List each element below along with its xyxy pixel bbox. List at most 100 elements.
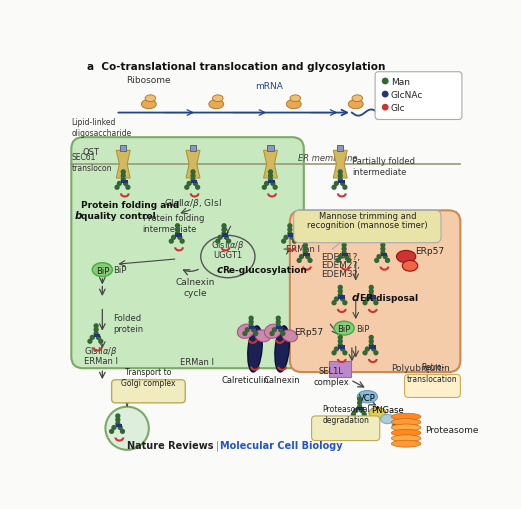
Circle shape (290, 236, 294, 240)
Ellipse shape (391, 440, 421, 447)
Circle shape (94, 332, 98, 336)
Text: BiP: BiP (113, 266, 127, 274)
Circle shape (216, 240, 220, 244)
Circle shape (344, 255, 349, 259)
Circle shape (196, 186, 200, 190)
Circle shape (288, 228, 292, 232)
Circle shape (381, 247, 385, 251)
Circle shape (365, 297, 369, 301)
Circle shape (332, 186, 336, 190)
Circle shape (116, 414, 120, 418)
Circle shape (271, 182, 275, 186)
Circle shape (383, 255, 387, 259)
Circle shape (90, 336, 94, 340)
Circle shape (386, 259, 390, 263)
Text: Mannose trimming and: Mannose trimming and (319, 212, 416, 220)
Text: Calnexin: Calnexin (264, 375, 301, 384)
FancyBboxPatch shape (294, 211, 441, 243)
Bar (279, 326, 282, 330)
FancyBboxPatch shape (375, 73, 462, 120)
Text: EDEM2?,: EDEM2?, (321, 261, 360, 270)
Circle shape (369, 286, 373, 290)
Circle shape (358, 401, 362, 405)
Ellipse shape (352, 96, 363, 102)
Circle shape (126, 186, 130, 190)
Circle shape (363, 351, 367, 355)
Text: BiP: BiP (356, 324, 369, 333)
Text: Man: Man (391, 78, 410, 87)
Circle shape (382, 92, 388, 98)
Circle shape (338, 175, 342, 178)
Bar (369, 295, 373, 299)
Circle shape (332, 301, 336, 305)
Circle shape (338, 344, 342, 347)
Ellipse shape (213, 96, 223, 102)
Circle shape (99, 340, 103, 344)
Bar (329, 361, 351, 378)
Ellipse shape (396, 251, 416, 263)
Bar (383, 253, 387, 257)
Circle shape (371, 297, 376, 301)
Text: Calreticulin: Calreticulin (221, 375, 269, 384)
Polygon shape (333, 151, 347, 179)
Circle shape (178, 236, 182, 240)
Circle shape (88, 340, 92, 344)
Circle shape (371, 347, 376, 351)
Text: ER membrane: ER membrane (297, 154, 357, 163)
Circle shape (116, 418, 120, 422)
Circle shape (191, 178, 195, 182)
Text: BiP: BiP (338, 324, 351, 333)
FancyBboxPatch shape (111, 380, 185, 403)
Text: ERp57: ERp57 (415, 246, 444, 255)
Text: Molecular Cell Biology: Molecular Cell Biology (220, 440, 343, 449)
Circle shape (249, 324, 253, 328)
Bar (345, 253, 349, 257)
Circle shape (288, 232, 292, 236)
Text: Nature Reviews: Nature Reviews (128, 440, 214, 449)
Circle shape (374, 301, 378, 305)
Circle shape (332, 351, 336, 355)
Circle shape (268, 175, 272, 178)
Circle shape (369, 336, 373, 340)
Circle shape (191, 175, 195, 178)
Bar (94, 334, 97, 337)
Text: ERMan I: ERMan I (84, 356, 118, 365)
Circle shape (341, 347, 344, 351)
Circle shape (293, 240, 296, 244)
Text: Partially folded
intermediate: Partially folded intermediate (352, 157, 415, 177)
Circle shape (342, 251, 346, 255)
Text: Protein folding
intermediate: Protein folding intermediate (143, 214, 204, 234)
Circle shape (115, 186, 119, 190)
Bar (221, 234, 225, 237)
Ellipse shape (238, 324, 254, 338)
Text: Ribosome: Ribosome (127, 76, 171, 84)
Ellipse shape (391, 435, 421, 442)
FancyBboxPatch shape (71, 138, 304, 369)
Circle shape (303, 247, 307, 251)
Circle shape (117, 182, 121, 186)
Circle shape (105, 407, 149, 450)
Text: BiP: BiP (96, 266, 109, 275)
Circle shape (112, 426, 116, 430)
Bar (175, 234, 179, 237)
Bar (372, 346, 376, 349)
Circle shape (249, 317, 253, 321)
Circle shape (123, 182, 128, 186)
Text: ER disposal: ER disposal (359, 294, 418, 303)
Ellipse shape (92, 263, 113, 277)
Circle shape (191, 171, 195, 175)
Circle shape (297, 259, 301, 263)
Circle shape (381, 251, 385, 255)
Circle shape (227, 240, 231, 244)
Bar (267, 146, 274, 152)
Ellipse shape (209, 100, 224, 109)
Bar (121, 180, 125, 184)
Circle shape (334, 347, 338, 351)
Polygon shape (186, 151, 200, 179)
Text: b: b (75, 211, 82, 220)
Circle shape (222, 232, 226, 236)
Text: Protein folding and
quality control: Protein folding and quality control (81, 201, 179, 220)
Circle shape (334, 297, 338, 301)
Ellipse shape (334, 322, 354, 335)
Circle shape (334, 182, 338, 186)
